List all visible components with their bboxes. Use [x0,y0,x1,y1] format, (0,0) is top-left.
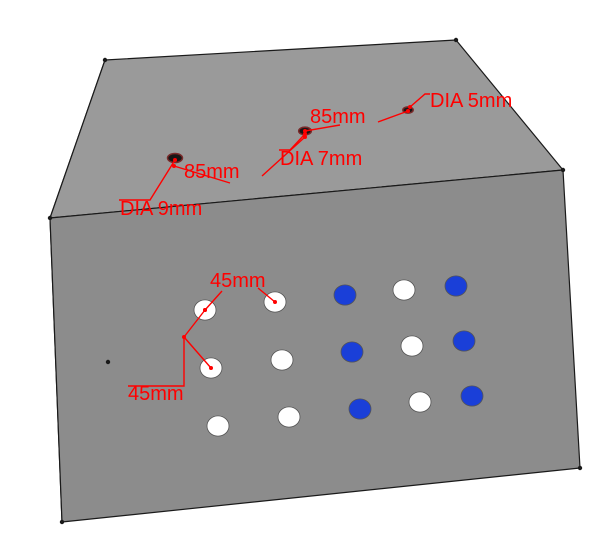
box-corner-dot [60,520,64,524]
box-front-face [50,170,580,522]
front-hole-15 [461,386,483,406]
front-hole-3 [334,285,356,305]
box-corner-dot [578,466,582,470]
front-hole-5 [445,276,467,296]
label-dim-85-right: 85mm [310,106,366,128]
label-dia-9: DIA 9mm [120,198,202,220]
label-dia-5: DIA 5mm [430,90,512,112]
box-corner-dot [561,168,565,172]
front-hole-10 [453,331,475,351]
label-dim-85-left: 85mm [184,161,240,183]
front-hole-7 [271,350,293,370]
front-hole-13 [349,399,371,419]
front-hole-8 [341,342,363,362]
front-hole-11 [207,416,229,436]
label-dim-45-v: 45mm [128,383,184,405]
leader-dot-dim-45-v [203,308,207,312]
box-corner-dot [106,360,110,364]
box-corner-dot [103,58,107,62]
leader-dot-dia-5 [408,105,412,109]
front-hole-9 [401,336,423,356]
front-hole-14 [409,392,431,412]
leader-dot-dim-45-h [273,300,277,304]
front-hole-4 [393,280,415,300]
leader-dot-dim-45-v [209,366,213,370]
box-corner-dot [48,216,52,220]
front-hole-12 [278,407,300,427]
leader-dot-dim-85-right [406,109,410,113]
leader-dot-dia-7 [303,132,307,136]
label-dim-45-h: 45mm [210,270,266,292]
box-corner-dot [454,38,458,42]
leader-dot-dim-45-v [182,335,186,339]
leader-dot-dia-9 [173,158,177,162]
engineering-diagram: 85mm 85mm DIA 9mm DIA 7mm DIA 5mm 45mm 45mm [0,0,600,543]
label-dia-7: DIA 7mm [280,148,362,170]
